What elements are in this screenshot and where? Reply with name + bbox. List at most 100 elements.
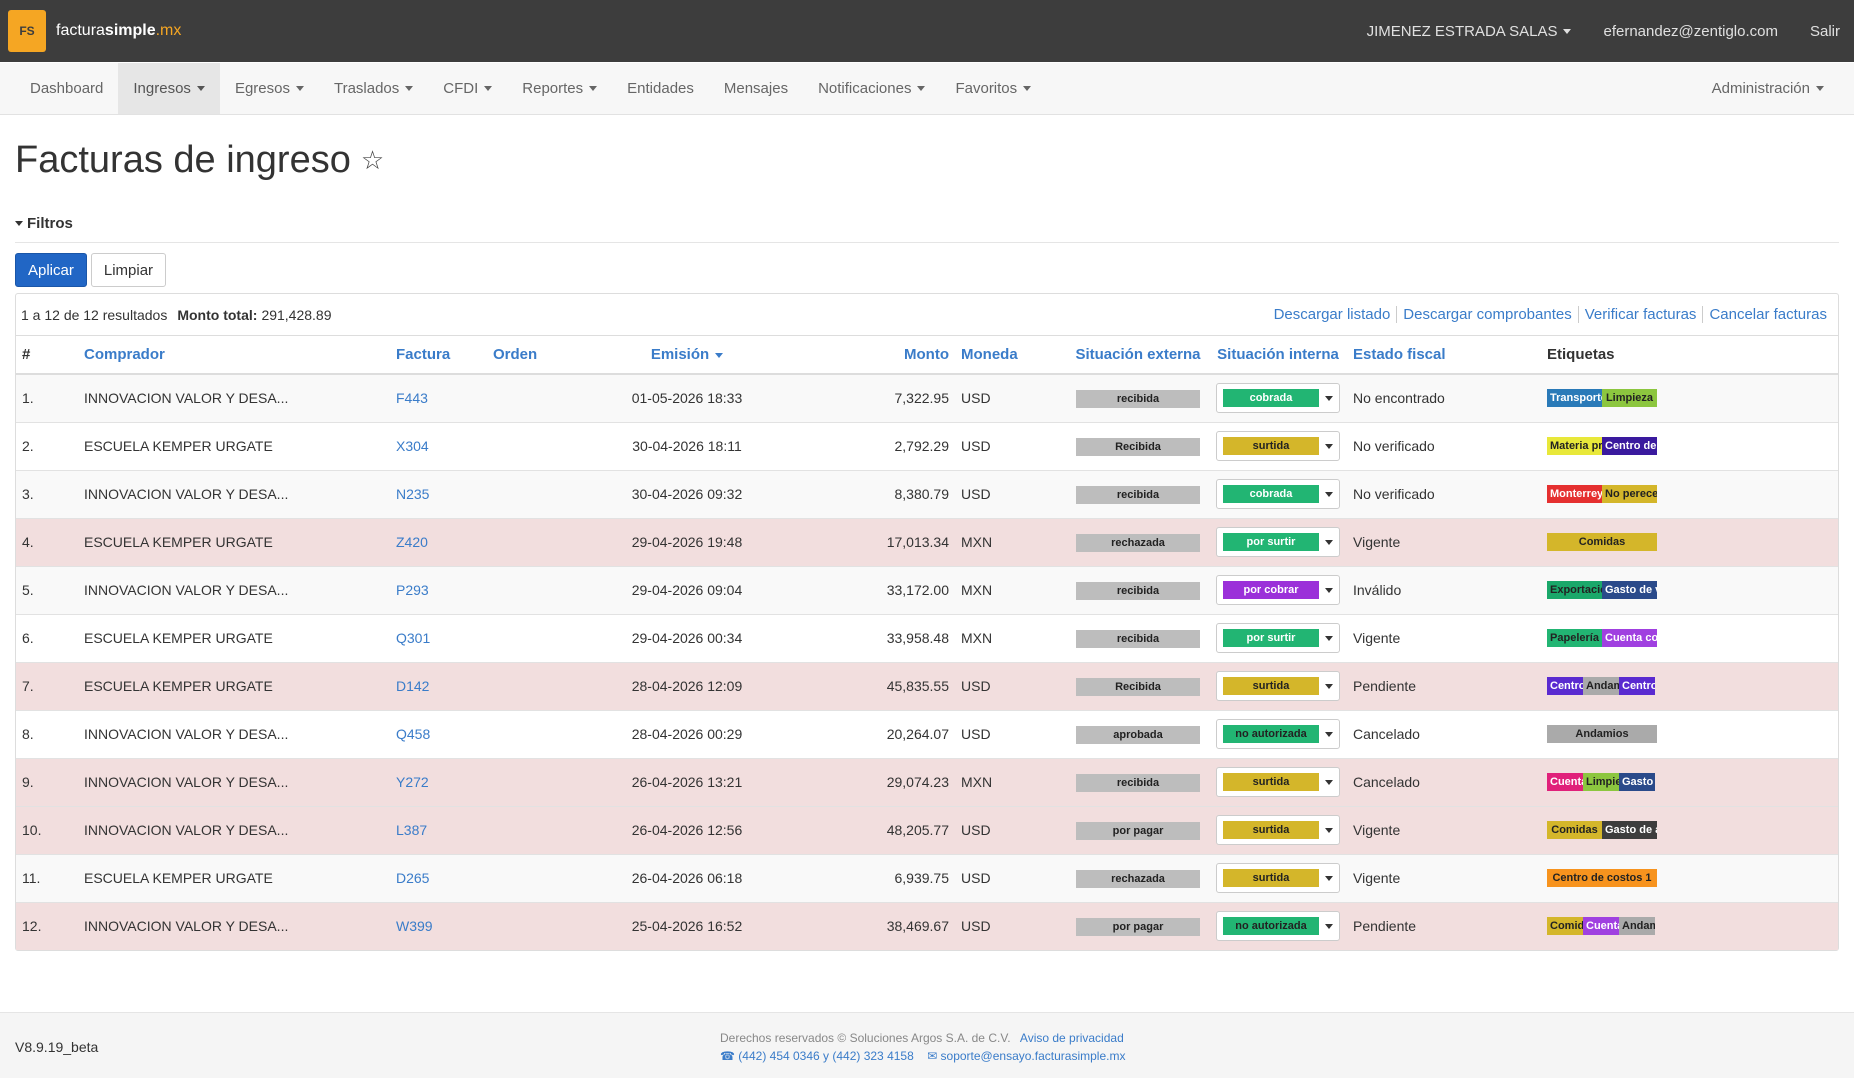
table-row[interactable]: 12. INNOVACION VALOR Y DESA... W399 25-04-2… [16,901,1838,950]
tag-label[interactable]: Centro de co [1602,437,1657,455]
col-buyer[interactable]: Comprador [78,336,390,375]
internal-status-select[interactable]: surtida [1216,671,1340,701]
phone-link[interactable]: ☎ (442) 454 0346 y (442) 323 4158 [720,1049,914,1063]
internal-status-select[interactable]: surtida [1216,863,1340,893]
nav-dashboard[interactable]: Dashboard [15,63,118,114]
tag-label[interactable]: Cuenta [1583,917,1619,936]
invoice-link[interactable]: Y272 [396,774,429,790]
table-row[interactable]: 2. ESCUELA KEMPER URGATE X304 30-04-2026 18… [16,421,1838,470]
internal-status-select[interactable]: cobrada [1216,479,1340,509]
internal-status-select[interactable]: surtida [1216,815,1340,845]
nav-administracion[interactable]: Administración [1697,63,1839,114]
clear-button[interactable]: Limpiar [90,253,167,287]
nav-favoritos[interactable]: Favoritos [940,63,1046,114]
table-row[interactable]: 5. INNOVACION VALOR Y DESA... P293 29-04-20… [16,565,1838,614]
download-receipts-link[interactable]: Descargar comprobantes [1396,306,1577,323]
col-currency[interactable]: Moneda [955,336,1067,375]
nav-traslados[interactable]: Traslados [319,63,428,114]
table-row[interactable]: 11. ESCUELA KEMPER URGATE D265 26-04-2026 0… [16,853,1838,902]
privacy-link[interactable]: Aviso de privacidad [1019,1031,1124,1045]
table-row[interactable]: 1. INNOVACION VALOR Y DESA... F443 01-05-20… [16,373,1838,422]
internal-status-select[interactable]: no autorizada [1216,911,1340,942]
star-icon[interactable]: ☆ [360,144,385,175]
table-row[interactable]: 8. INNOVACION VALOR Y DESA... Q458 28-04-20… [16,709,1838,758]
currency: USD [955,805,1067,854]
amount: 48,205.77 [777,805,955,854]
col-invoice[interactable]: Factura [390,336,487,375]
email-link[interactable]: ✉ soporte@ensayo.facturasimple.mx [927,1049,1125,1063]
tag-label[interactable]: Limpieza [1602,389,1657,408]
col-order[interactable]: Orden [487,336,597,375]
tag-label[interactable]: Gasto de [1619,773,1655,791]
invoice-link[interactable]: N235 [396,486,430,502]
tag-label[interactable]: Comidas [1547,533,1657,551]
table-row[interactable]: 9. INNOVACION VALOR Y DESA... Y272 26-04-20… [16,757,1838,806]
nav-notificaciones[interactable]: Notificaciones [803,63,940,114]
verify-invoices-link[interactable]: Verificar facturas [1577,306,1703,323]
table-row[interactable]: 3. INNOVACION VALOR Y DESA... N235 30-04-20… [16,469,1838,518]
tag-label[interactable]: Limpiez [1583,773,1619,791]
tag-label[interactable]: Cuenta conta [1602,629,1657,647]
nav-cfdi[interactable]: CFDI [428,63,507,114]
internal-status-select[interactable]: cobrada [1216,383,1340,414]
tag-label[interactable]: Andami [1583,677,1619,695]
nav-mensajes[interactable]: Mensajes [709,63,803,114]
table-row[interactable]: 4. ESCUELA KEMPER URGATE Z420 29-04-2026 19… [16,517,1838,566]
tag-label[interactable]: Andami [1619,917,1655,936]
internal-status-select[interactable]: por surtir [1216,527,1340,557]
internal-status-select[interactable]: surtida [1216,431,1340,461]
tag-label[interactable]: Centro d [1547,677,1583,695]
tag-label[interactable]: Gasto de ver [1602,581,1657,599]
tag-label[interactable]: Comidas [1547,917,1583,936]
nav-entidades[interactable]: Entidades [612,63,709,114]
internal-status-select[interactable]: por surtir [1216,623,1340,653]
tag-label[interactable]: Papelería [1547,629,1602,647]
col-fiscal-status[interactable]: Estado fiscal [1347,336,1541,375]
invoice-link[interactable]: Q458 [396,726,431,742]
logout-link[interactable]: Salir [1809,22,1840,40]
invoice-link[interactable]: W399 [396,918,433,935]
invoice-link[interactable]: D265 [396,870,430,886]
invoice-link[interactable]: X304 [396,438,429,454]
brand-name[interactable]: facturasimple.mx [56,22,181,40]
col-amount[interactable]: Monto [777,336,955,375]
invoice-link[interactable]: D142 [396,678,430,694]
tag-label[interactable]: Monterrey [1547,485,1602,503]
tag-label[interactable]: Gasto de adr [1602,821,1657,839]
row-number: 9. [16,757,78,806]
table-row[interactable]: 6. ESCUELA KEMPER URGATE Q301 29-04-2026 00… [16,613,1838,662]
nav-reportes[interactable]: Reportes [507,63,612,114]
invoice-link[interactable]: P293 [396,582,429,598]
invoice-link[interactable]: F443 [396,390,428,407]
nav-ingresos[interactable]: Ingresos [118,63,220,114]
tag-label[interactable]: Exportación [1547,581,1602,599]
invoice-link[interactable]: L387 [396,822,428,838]
tag-label[interactable]: Cuenta c [1547,773,1583,791]
tag-label[interactable]: Materia prim [1547,437,1602,455]
internal-status-select[interactable]: no autorizada [1216,719,1340,749]
apply-button[interactable]: Aplicar [15,253,87,287]
tag-label[interactable]: Centro d [1619,677,1655,695]
logo-badge[interactable]: FS [8,10,46,52]
tag-label[interactable]: Andamios [1547,725,1657,743]
invoice-link[interactable]: Z420 [396,534,428,550]
nav-egresos[interactable]: Egresos [220,63,319,114]
download-list-link[interactable]: Descargar listado [1273,306,1391,323]
filters-toggle[interactable]: Filtros [15,215,1839,243]
user-email[interactable]: efernandez@zentiglo.com [1603,22,1778,40]
tag-label[interactable]: No perecede [1602,485,1657,503]
caret-down-icon [1325,395,1333,401]
col-internal-status[interactable]: Situación interna [1209,336,1347,375]
tag-label[interactable]: Centro de costos 1 [1547,869,1657,887]
table-row[interactable]: 10. INNOVACION VALOR Y DESA... L387 26-04-2… [16,805,1838,854]
internal-status-select[interactable]: por cobrar [1216,575,1340,605]
tag-label[interactable]: Comidas [1547,821,1602,839]
internal-status-select[interactable]: surtida [1216,767,1340,797]
user-menu[interactable]: JIMENEZ ESTRADA SALAS [1367,23,1572,40]
col-issue-date[interactable]: Emisión [597,336,777,375]
table-row[interactable]: 7. ESCUELA KEMPER URGATE D142 28-04-2026 12… [16,661,1838,710]
invoice-link[interactable]: Q301 [396,630,431,646]
tag-label[interactable]: Transporte [1547,389,1602,408]
cancel-invoices-link[interactable]: Cancelar facturas [1702,306,1833,323]
col-external-status[interactable]: Situación externa [1067,336,1209,375]
